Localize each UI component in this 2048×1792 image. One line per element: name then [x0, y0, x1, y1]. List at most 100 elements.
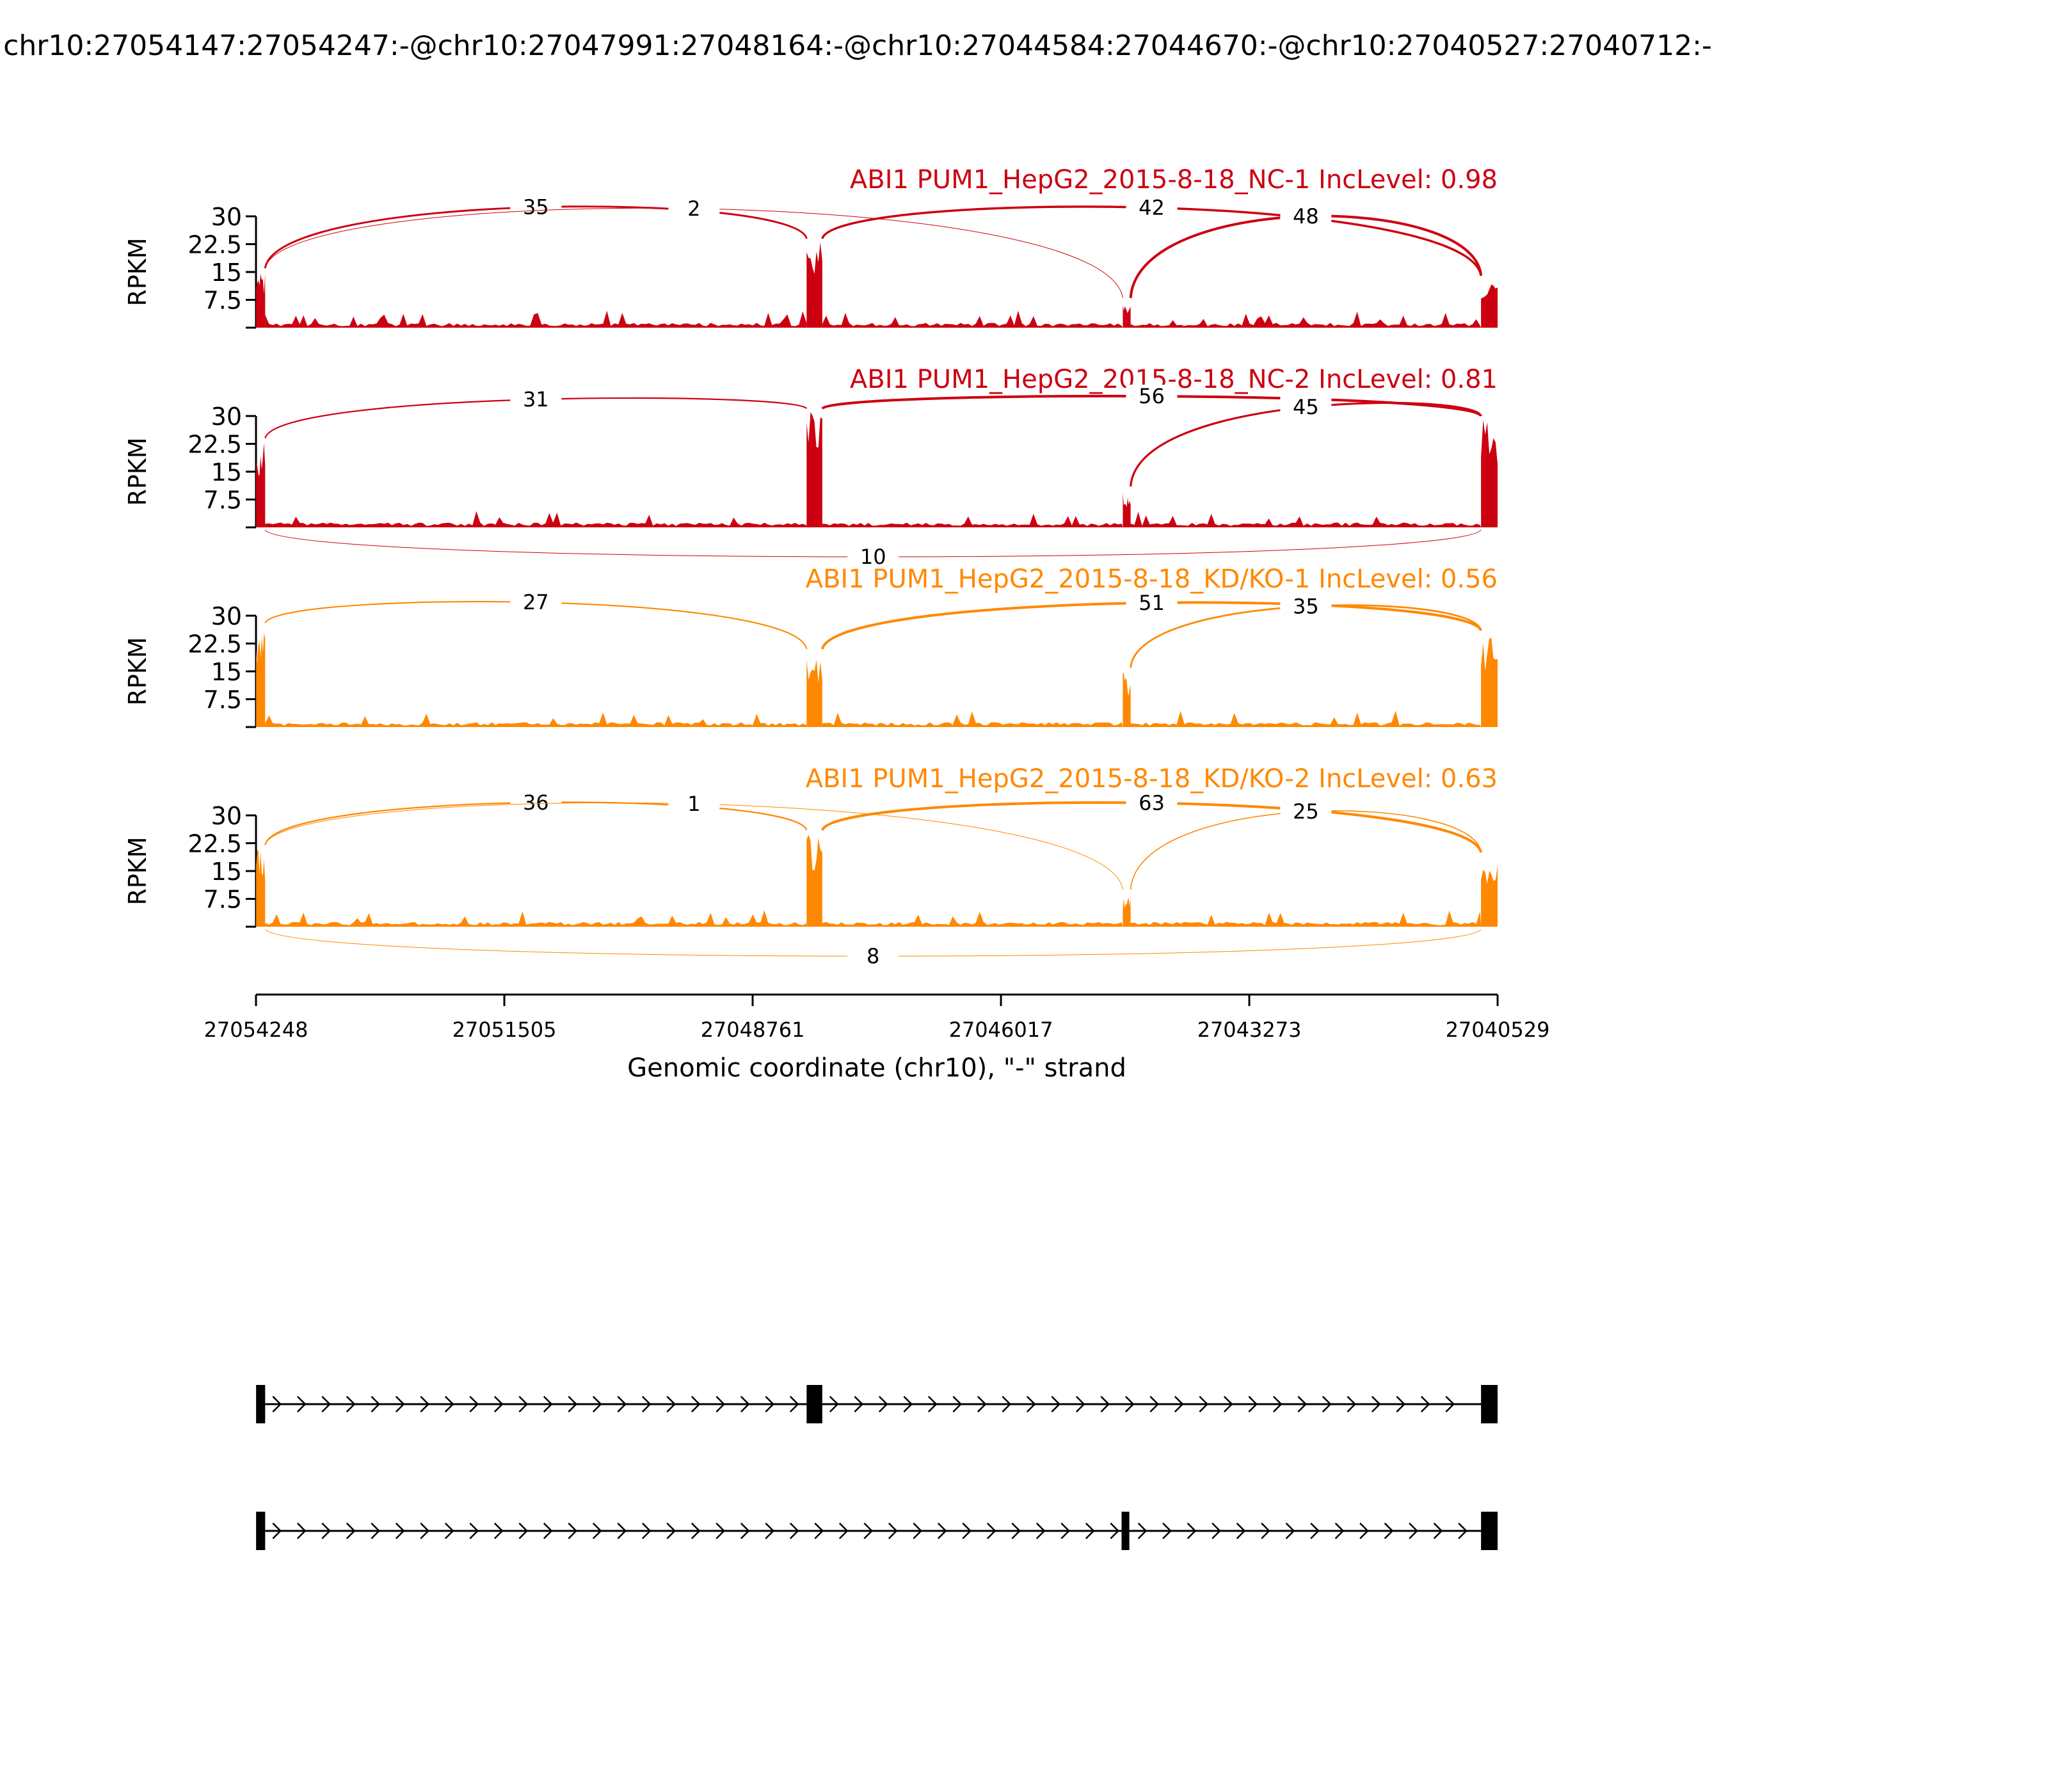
junction-count: 27 — [523, 590, 549, 614]
strand-chevron — [444, 1523, 454, 1539]
y-axis-label: RPKM — [124, 437, 152, 506]
junction-label-bg — [1126, 385, 1178, 408]
y-tick-label: 15 — [211, 858, 242, 886]
y-tick-label: 30 — [211, 203, 242, 231]
strand-chevron — [1285, 1523, 1295, 1539]
coverage-exon-peak — [806, 412, 822, 527]
strand-chevron — [1060, 1523, 1071, 1539]
coverage-exon-peak — [256, 273, 266, 328]
coverage-exon-peak — [256, 850, 266, 927]
strand-chevron — [617, 1396, 627, 1412]
exon-block — [1121, 1512, 1130, 1550]
coverage-intron — [1130, 710, 1482, 727]
junction-label-bg — [1280, 800, 1332, 824]
coverage-intron — [265, 511, 807, 527]
strand-chevron — [952, 1396, 963, 1412]
strand-chevron — [493, 1396, 504, 1412]
coverage-exon-peak — [1123, 673, 1131, 727]
x-tick-label: 27043273 — [1197, 1018, 1302, 1042]
x-tick-label: 27054248 — [204, 1018, 308, 1042]
exon-block — [1481, 1512, 1498, 1550]
y-tick-label: 30 — [211, 802, 242, 830]
strand-chevron — [296, 1396, 307, 1412]
y-tick-label: 7.5 — [204, 886, 242, 914]
junction-count: 63 — [1139, 791, 1165, 815]
strand-chevron — [1124, 1396, 1135, 1412]
coverage-exon-peak — [806, 242, 822, 328]
coverage-intron — [265, 910, 807, 927]
strand-chevron — [1248, 1396, 1258, 1412]
isoform-track-1 — [256, 1385, 1498, 1423]
strand-chevron — [765, 1396, 775, 1412]
strand-chevron — [986, 1523, 996, 1539]
exon-block — [806, 1385, 822, 1423]
strand-chevron — [913, 1523, 923, 1539]
strand-chevron — [666, 1396, 676, 1412]
strand-chevron — [1149, 1396, 1160, 1412]
junction-count: 1 — [687, 792, 700, 816]
y-tick-label: 15 — [211, 458, 242, 486]
strand-chevron — [346, 1523, 356, 1539]
y-tick-label: 7.5 — [204, 486, 242, 515]
junction-count: 2 — [687, 196, 700, 221]
strand-chevron — [814, 1523, 824, 1539]
junction-label-bg — [1280, 595, 1332, 618]
y-axis-label: RPKM — [124, 637, 152, 705]
strand-chevron — [592, 1396, 602, 1412]
strand-chevron — [272, 1523, 282, 1539]
isoform-track-2 — [256, 1512, 1498, 1550]
junction-count: 8 — [867, 944, 879, 968]
strand-chevron — [568, 1396, 578, 1412]
strand-chevron — [1236, 1523, 1246, 1539]
strand-chevron — [691, 1523, 701, 1539]
strand-chevron — [666, 1523, 676, 1539]
strand-chevron — [1085, 1523, 1095, 1539]
strand-chevron — [1371, 1396, 1381, 1412]
coverage-exon-peak — [1481, 638, 1498, 727]
junction-count: 31 — [523, 387, 549, 412]
coverage-exon-peak — [806, 659, 822, 727]
coverage-intron — [1130, 910, 1482, 927]
junction-count: 45 — [1293, 395, 1319, 419]
x-tick-label: 27048761 — [701, 1018, 805, 1042]
y-tick-label: 22.5 — [188, 630, 242, 659]
strand-chevron — [691, 1396, 701, 1412]
coverage-exon-peak — [256, 442, 266, 527]
y-tick-label: 15 — [211, 259, 242, 287]
coverage-exon-peak — [1123, 305, 1131, 328]
junction-label-bg — [510, 790, 562, 814]
strand-chevron — [1223, 1396, 1233, 1412]
strand-chevron — [829, 1396, 839, 1412]
coverage-exon-peak — [1481, 420, 1498, 527]
coverage-intron — [265, 310, 807, 328]
strand-chevron — [592, 1523, 602, 1539]
sample-label: ABI1 PUM1_HepG2_2015-8-18_KD/KO-1 IncLev… — [806, 564, 1498, 594]
x-tick-label: 27051505 — [452, 1018, 557, 1042]
strand-chevron — [1110, 1523, 1120, 1539]
strand-chevron — [1261, 1523, 1270, 1539]
coverage-intron — [822, 513, 1123, 527]
coverage-intron — [822, 310, 1123, 328]
strand-chevron — [1445, 1396, 1455, 1412]
junction-label-bg — [1280, 396, 1332, 419]
strand-chevron — [1162, 1523, 1172, 1539]
strand-chevron — [927, 1396, 938, 1412]
strand-chevron — [1272, 1396, 1283, 1412]
strand-chevron — [854, 1396, 864, 1412]
strand-chevron — [1359, 1523, 1369, 1539]
exon-block — [1481, 1385, 1498, 1423]
x-axis: 27054248 27051505 27048761 27046017 27043273… — [204, 993, 1549, 1083]
strand-chevron — [789, 1396, 799, 1412]
junction-label-bg — [1126, 791, 1178, 815]
strand-chevron — [1409, 1523, 1418, 1539]
y-tick-label: 7.5 — [204, 287, 242, 315]
y-axis-label: RPKM — [124, 237, 152, 306]
strand-chevron — [1433, 1523, 1443, 1539]
x-tick-label: 27046017 — [949, 1018, 1053, 1042]
junction-count: 42 — [1139, 195, 1165, 220]
strand-chevron — [371, 1523, 381, 1539]
strand-chevron — [641, 1523, 652, 1539]
strand-chevron — [789, 1523, 799, 1539]
